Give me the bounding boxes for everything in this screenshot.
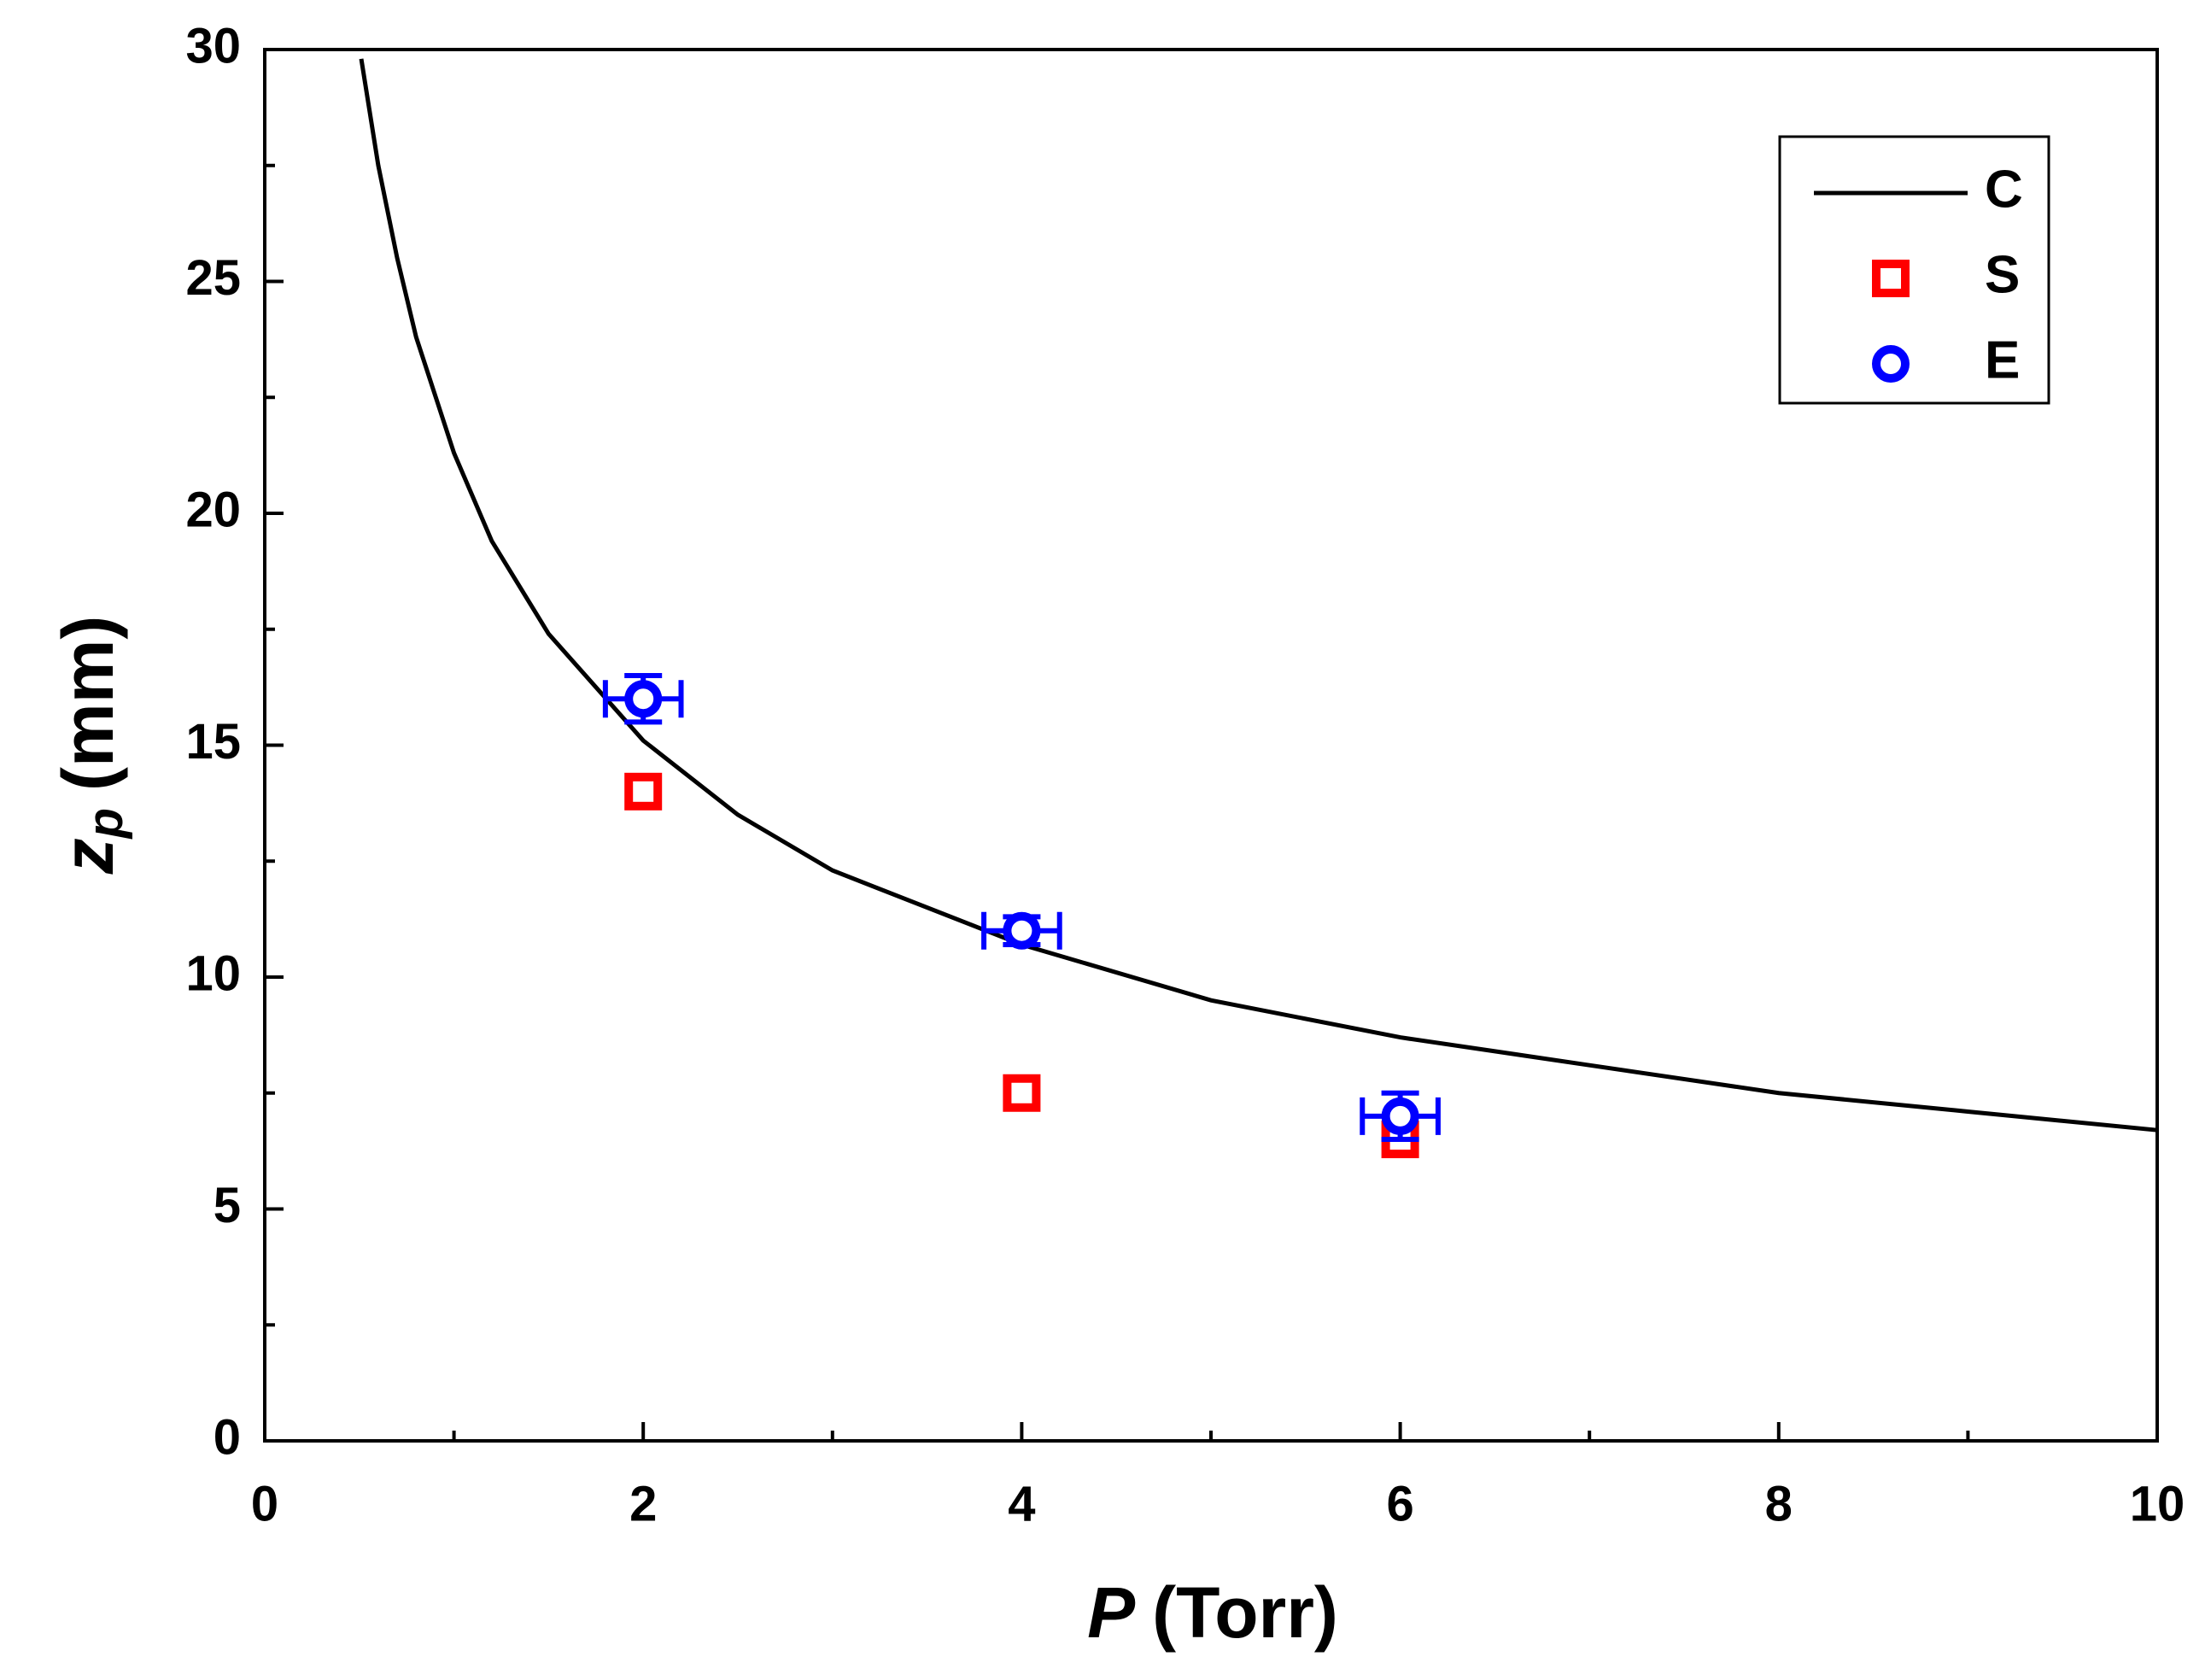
y-tick-label: 10 [185,945,241,1001]
x-label-unit: (Torr) [1152,1572,1338,1653]
y-tick-label: 0 [213,1409,241,1465]
circle-marker [1003,911,1041,950]
y-tick-label: 20 [185,482,241,537]
legend-label: S [1985,245,2020,304]
y-tick-label: 25 [185,250,241,306]
circle-marker [624,680,663,718]
x-tick-label: 8 [1765,1476,1793,1531]
circle-marker [1381,1097,1419,1135]
y-tick-label: 30 [185,18,241,73]
y-label-symbol: z [48,838,128,875]
y-label-unit: (mm) [48,616,128,791]
legend-label: E [1985,331,2020,389]
x-axis-label: P (Torr) [1087,1572,1338,1653]
x-tick-label: 10 [2130,1476,2185,1531]
x-tick-label: 0 [251,1476,278,1531]
legend-marker [1872,345,1910,383]
y-axis-label: zp (mm) [48,616,133,875]
legend-box [1778,135,2050,405]
y-tick-label: 15 [185,714,241,770]
y-tick-label: 5 [213,1178,241,1233]
legend-marker [1872,260,1910,297]
square-marker [1003,1074,1041,1112]
x-label-symbol: P [1087,1572,1136,1653]
x-tick-label: 4 [1008,1476,1035,1531]
legend-label: C [1985,160,2023,219]
x-tick-label: 2 [629,1476,657,1531]
curve [359,58,2158,1133]
square-marker [624,772,663,811]
y-label-subscript: p [78,808,133,840]
x-tick-label: 6 [1386,1476,1413,1531]
